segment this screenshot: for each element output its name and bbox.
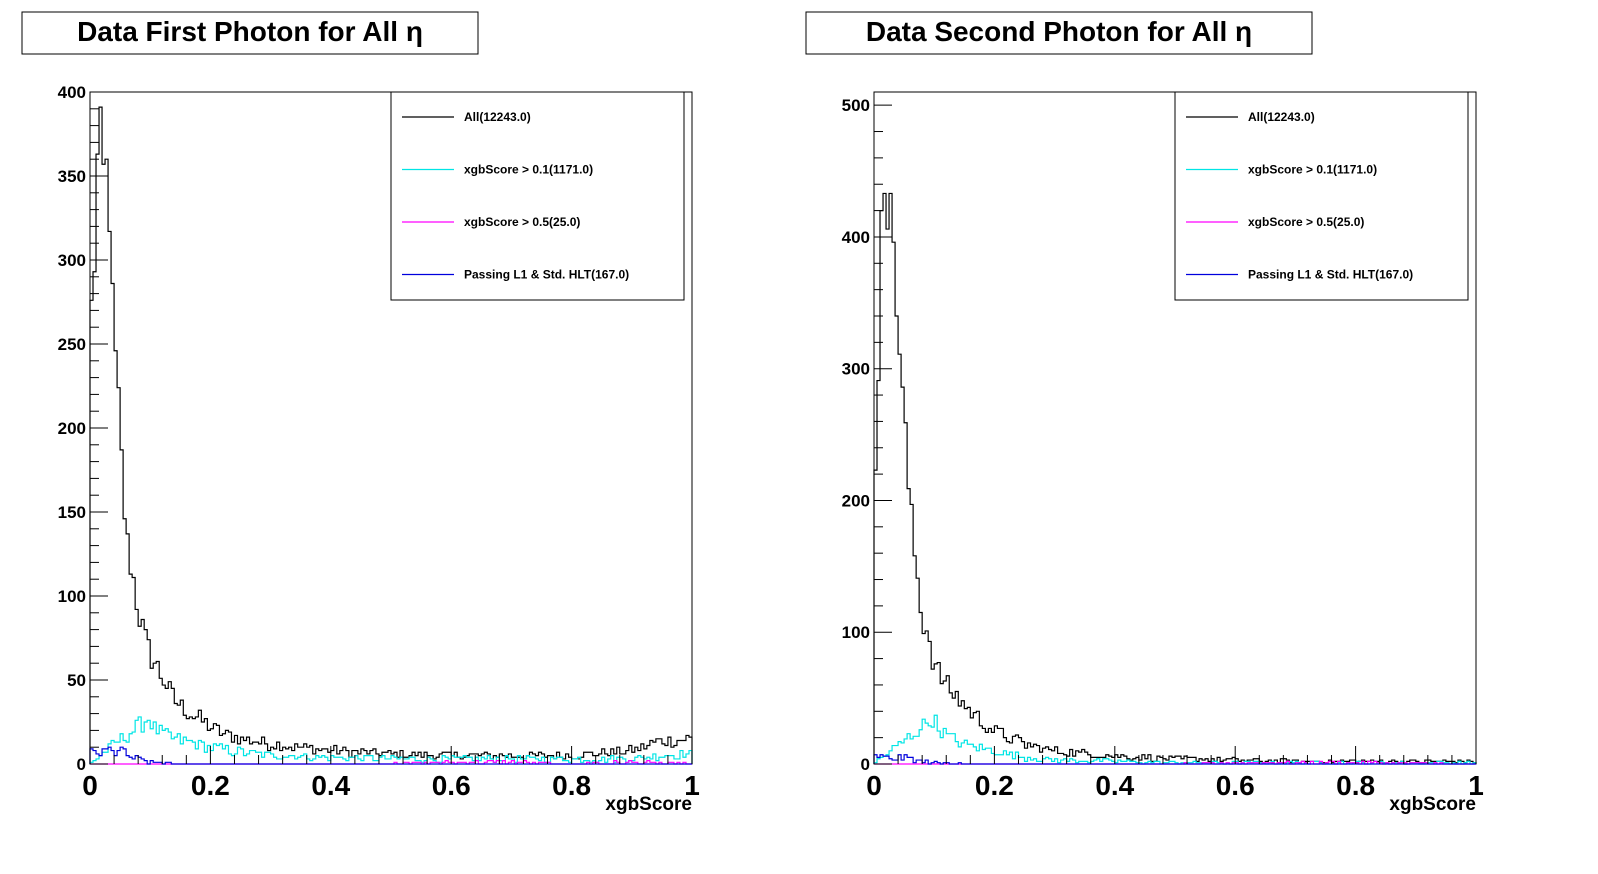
y-tick-label: 350 bbox=[58, 167, 86, 186]
legend-entry: Passing L1 & Std. HLT(167.0) bbox=[1248, 268, 1413, 282]
y-tick-label: 300 bbox=[842, 360, 870, 379]
x-tick-label: 0.2 bbox=[975, 770, 1014, 801]
legend-entry: xgbScore > 0.1(1171.0) bbox=[1248, 163, 1377, 177]
legend-box bbox=[1174, 91, 1469, 301]
legend-entry: xgbScore > 0.1(1171.0) bbox=[464, 163, 593, 177]
y-tick-label: 200 bbox=[842, 491, 870, 510]
x-tick-label: 1 bbox=[1468, 770, 1484, 801]
legend-entry: xgbScore > 0.5(25.0) bbox=[464, 215, 580, 229]
y-tick-label: 100 bbox=[842, 623, 870, 642]
y-tick-label: 0 bbox=[861, 755, 870, 774]
x-tick-label: 0 bbox=[82, 770, 98, 801]
x-tick-label: 0.4 bbox=[311, 770, 350, 801]
y-tick-label: 300 bbox=[58, 251, 86, 270]
x-axis-label: xgbScore bbox=[1389, 794, 1476, 815]
chart-panel-2: Data Second Photon for All η 0 0.2 0.4 0.6 0.… bbox=[805, 11, 1484, 815]
y-tick-label: 500 bbox=[842, 96, 870, 115]
x-tick-label: 0.6 bbox=[1216, 770, 1255, 801]
legend-entry: Passing L1 & Std. HLT(167.0) bbox=[464, 268, 629, 282]
y-tick-label: 400 bbox=[58, 83, 86, 102]
legend-box bbox=[390, 91, 685, 301]
x-tick-label: 0.4 bbox=[1095, 770, 1134, 801]
x-tick-label: 0.8 bbox=[552, 770, 591, 801]
y-tick-label: 0 bbox=[77, 755, 86, 774]
x-tick-label: 0.8 bbox=[1336, 770, 1375, 801]
x-tick-label: 0.6 bbox=[432, 770, 471, 801]
y-tick-label: 150 bbox=[58, 503, 86, 522]
x-tick-label: 1 bbox=[684, 770, 700, 801]
legend-entry: All(12243.0) bbox=[1248, 110, 1315, 124]
y-tick-label: 50 bbox=[67, 671, 86, 690]
histogram-series-2 bbox=[89, 716, 693, 764]
y-tick-label: 100 bbox=[58, 587, 86, 606]
y-tick-label: 250 bbox=[58, 335, 86, 354]
x-tick-label: 0.2 bbox=[191, 770, 230, 801]
title-box bbox=[21, 11, 479, 55]
chart-title: Data Second Photon for All η bbox=[866, 16, 1252, 47]
legend-entry: xgbScore > 0.5(25.0) bbox=[1248, 215, 1364, 229]
chart-panel-1: Data First Photon for All η 0 0.2 0.4 0.6 0.8… bbox=[21, 11, 700, 815]
x-axis-label: xgbScore bbox=[605, 794, 692, 815]
histogram-series-1 bbox=[89, 106, 693, 764]
y-tick-label: 200 bbox=[58, 419, 86, 438]
x-tick-label: 0 bbox=[866, 770, 882, 801]
legend-entry: All(12243.0) bbox=[464, 110, 531, 124]
chart-title: Data First Photon for All η bbox=[77, 16, 423, 47]
histogram-series-4 bbox=[873, 754, 1476, 765]
y-tick-label: 400 bbox=[842, 228, 870, 247]
title-box bbox=[805, 11, 1313, 55]
